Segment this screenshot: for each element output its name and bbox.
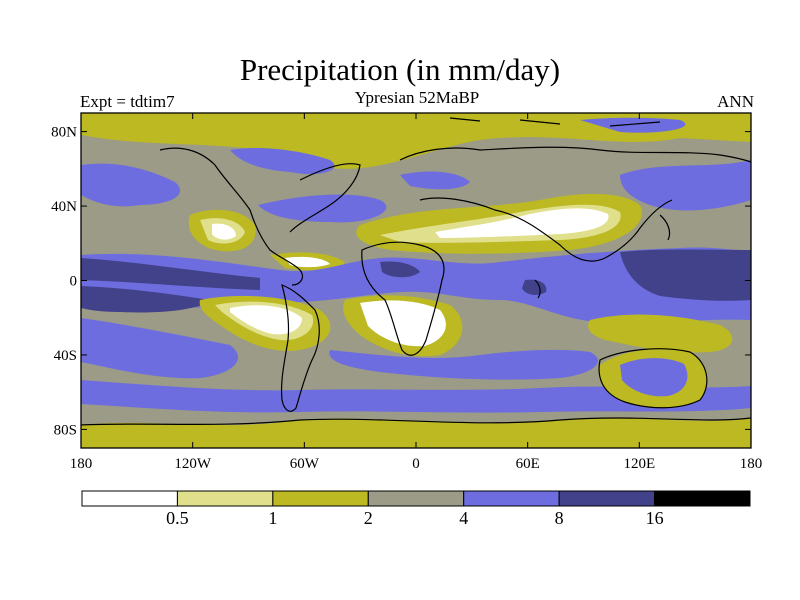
colorbar-label: 8 [555, 508, 564, 528]
lon-tick-label: 120E [623, 456, 655, 472]
colorbar-swatch [81, 490, 178, 507]
colorbar-label: 4 [459, 508, 468, 528]
colorbar-swatch [654, 490, 751, 507]
latitude-axis: 80N 40N 0 40S 80S [51, 125, 751, 438]
colorbar-label: 1 [268, 508, 277, 528]
colorbar-swatch [367, 490, 465, 507]
colorbar-swatch [176, 490, 274, 507]
colorbar-swatch [272, 490, 369, 507]
coastlines [81, 117, 751, 426]
season-label: ANN [717, 92, 754, 111]
longitude-axis: 180 120W 60W 0 60E 120E 180 [70, 113, 763, 472]
lat-tick-label: 40S [54, 348, 77, 364]
lon-tick-label: 60W [290, 456, 320, 472]
precipitation-field [81, 113, 751, 448]
lon-tick-label: 0 [412, 456, 420, 472]
lon-tick-label: 120W [174, 456, 212, 472]
experiment-label: Expt = tdtim7 [80, 92, 175, 111]
lat-tick-label: 0 [70, 274, 78, 290]
lat-tick-label: 80N [51, 125, 77, 141]
map-title: Precipitation (in mm/day) [239, 52, 561, 87]
lon-tick-label: 180 [740, 456, 763, 472]
lat-tick-label: 40N [51, 199, 77, 215]
colorbar-label: 16 [646, 508, 664, 528]
lon-tick-label: 60E [516, 456, 540, 472]
colorbar: 0.5 1 2 4 8 16 [81, 490, 751, 528]
map-subtitle: Ypresian 52MaBP [354, 88, 480, 107]
lat-tick-label: 80S [54, 422, 77, 438]
colorbar-swatch [558, 490, 656, 507]
colorbar-swatch [463, 490, 560, 507]
lon-tick-label: 180 [70, 456, 93, 472]
colorbar-label: 0.5 [166, 508, 189, 528]
colorbar-label: 2 [364, 508, 373, 528]
